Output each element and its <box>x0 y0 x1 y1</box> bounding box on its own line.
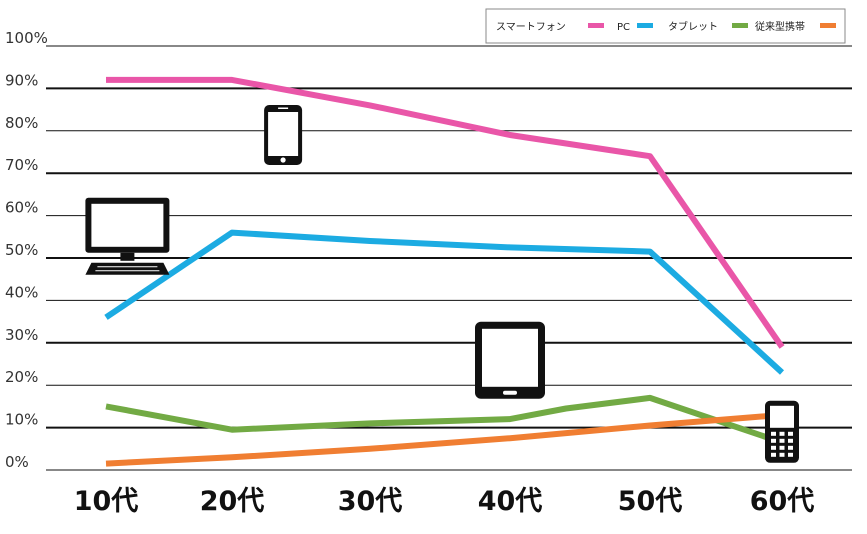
tablet-icon <box>475 321 545 399</box>
legend-swatch-feature-phone <box>820 23 836 28</box>
series-line-3 <box>105 411 783 467</box>
y-tick-label: 10% <box>5 411 38 429</box>
legend-label-smartphone: スマートフォン <box>496 22 566 33</box>
legend-label-feature-phone: 従来型携帯 <box>755 20 805 33</box>
y-tick-label: 30% <box>5 326 38 344</box>
x-tick-label: 40代 <box>478 486 543 517</box>
legend-label-tablet: タブレット <box>668 20 718 33</box>
x-tick-label: 20代 <box>200 486 265 517</box>
desktop-computer-icon <box>85 197 170 275</box>
legend-swatch-pc <box>637 23 653 28</box>
y-tick-label: 40% <box>5 283 38 301</box>
feature-phone-icon <box>765 400 799 463</box>
series-lines <box>104 76 785 467</box>
y-tick-label: 0% <box>5 453 29 471</box>
legend-swatch-smartphone <box>588 23 604 28</box>
y-tick-label: 70% <box>5 156 38 174</box>
y-tick-label: 50% <box>5 241 38 259</box>
x-tick-label: 10代 <box>74 486 139 517</box>
y-tick-label: 100% <box>5 29 48 47</box>
y-tick-label: 80% <box>5 114 38 132</box>
legend-swatch-tablet <box>732 23 748 28</box>
y-axis-ticks: 0% 10% 20% 30% 40% 50% 60% 70% 80% 90% 100% <box>5 29 48 471</box>
legend: スマートフォン PC タブレット 従来型携帯 <box>485 8 846 44</box>
x-tick-label: 50代 <box>618 486 683 517</box>
gridlines <box>46 45 852 471</box>
smartphone-icon <box>264 105 303 165</box>
series-line-0 <box>106 76 785 349</box>
x-axis-ticks: 10代 20代 30代 40代 50代 60代 <box>74 486 815 517</box>
x-tick-label: 30代 <box>338 486 403 517</box>
series-line-1 <box>104 229 785 375</box>
y-tick-label: 60% <box>5 199 38 217</box>
series-line-2 <box>105 394 783 446</box>
y-tick-label: 90% <box>5 71 38 89</box>
x-tick-label: 60代 <box>750 486 815 517</box>
y-tick-label: 20% <box>5 368 38 386</box>
legend-label-pc: PC <box>617 22 630 33</box>
